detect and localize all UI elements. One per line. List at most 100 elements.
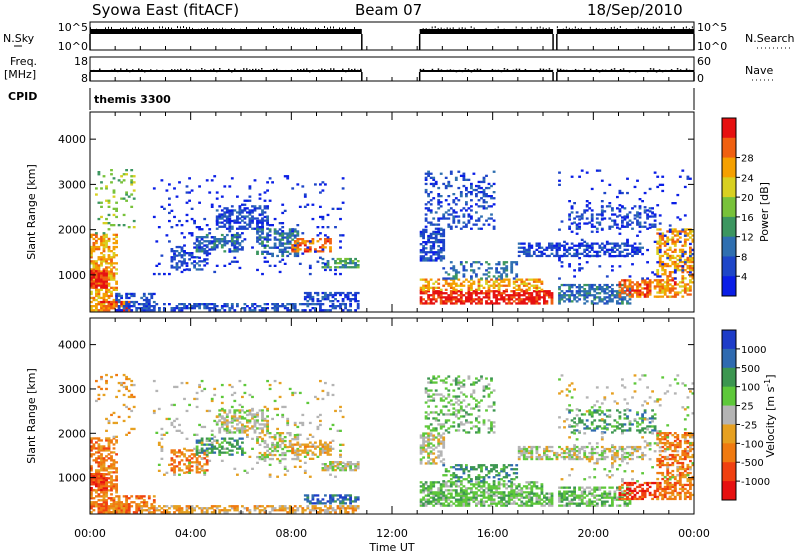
heatmap-cell (264, 507, 267, 509)
heatmap-cell (430, 255, 433, 257)
colorbar-segment (722, 237, 736, 257)
heatmap-cell (115, 479, 118, 481)
heatmap-cell (649, 227, 652, 229)
heatmap-cell (100, 505, 103, 507)
nsky-point (671, 27, 672, 29)
heatmap-cell (664, 271, 667, 273)
heatmap-cell (490, 285, 493, 287)
heatmap-cell (495, 267, 498, 269)
heatmap-cell (183, 303, 186, 305)
heatmap-cell (95, 260, 98, 262)
heatmap-cell (518, 298, 521, 300)
heatmap-cell (596, 296, 599, 298)
heatmap-cell (98, 284, 101, 286)
heatmap-cell (541, 253, 544, 255)
heatmap-cell (478, 267, 481, 269)
heatmap-cell (239, 411, 242, 413)
heatmap-cell (103, 246, 106, 248)
heatmap-cell (629, 253, 632, 255)
heatmap-cell (105, 234, 108, 236)
heatmap-cell (135, 301, 138, 303)
freq-point (549, 68, 551, 70)
heatmap-cell (681, 275, 684, 277)
heatmap-cell (687, 176, 690, 178)
heatmap-cell (538, 247, 541, 249)
heatmap-cell (193, 242, 196, 244)
heatmap-cell (216, 238, 219, 240)
heatmap-cell (578, 253, 581, 255)
heatmap-cell (513, 261, 516, 263)
heatmap-cell (98, 289, 101, 291)
heatmap-cell (269, 228, 272, 230)
heatmap-cell (583, 294, 586, 296)
heatmap-cell (100, 449, 103, 451)
heatmap-cell (98, 511, 101, 513)
freq-point (638, 70, 640, 72)
heatmap-cell (93, 481, 96, 483)
heatmap-cell (631, 263, 634, 265)
heatmap-cell (689, 269, 692, 271)
heatmap-cell (430, 191, 433, 193)
heatmap-cell (616, 224, 619, 226)
freq-point (213, 69, 215, 71)
heatmap-cell (113, 301, 116, 303)
heatmap-cell (478, 285, 481, 287)
heatmap-cell (576, 228, 579, 230)
heatmap-cell (689, 289, 692, 291)
heatmap-cell (103, 483, 106, 485)
heatmap-cell (513, 287, 516, 289)
heatmap-cell (659, 236, 662, 238)
heatmap-cell (536, 255, 539, 257)
nsky-point (174, 30, 175, 32)
heatmap-cell (105, 307, 108, 309)
heatmap-cell (294, 505, 297, 507)
heatmap-cell (115, 299, 118, 301)
heatmap-cell (659, 239, 662, 241)
heatmap-cell (563, 247, 566, 249)
heatmap-cell (233, 505, 236, 507)
heatmap-cell (571, 284, 574, 286)
heatmap-cell (626, 216, 629, 218)
heatmap-cell (105, 222, 108, 224)
heatmap-cell (239, 446, 242, 448)
heatmap-cell (659, 247, 662, 249)
heatmap-cell (598, 292, 601, 294)
heatmap-cell (95, 505, 98, 507)
heatmap-cell (188, 467, 191, 469)
heatmap-cell (425, 241, 428, 243)
heatmap-cell (593, 251, 596, 253)
nsky-point (150, 29, 151, 31)
heatmap-cell (568, 253, 571, 255)
heatmap-cell (105, 382, 108, 384)
heatmap-cell (113, 224, 116, 226)
heatmap-cell (216, 507, 219, 509)
heatmap-cell (231, 261, 234, 263)
heatmap-cell (125, 295, 128, 297)
heatmap-cell (465, 195, 468, 197)
heatmap-cell (422, 292, 425, 294)
heatmap-cell (261, 228, 264, 230)
heatmap-cell (681, 277, 684, 279)
heatmap-cell (236, 444, 239, 446)
heatmap-cell (445, 217, 448, 219)
freq-point (602, 69, 604, 71)
heatmap-cell (435, 231, 438, 233)
heatmap-cell (178, 511, 181, 513)
heatmap-cell (296, 444, 299, 446)
freq-point (159, 70, 161, 72)
heatmap-cell (100, 256, 103, 258)
heatmap-cell (649, 291, 652, 293)
heatmap-cell (603, 292, 606, 294)
heatmap-cell (576, 251, 579, 253)
heatmap-cell (671, 255, 674, 257)
heatmap-cell (211, 246, 214, 248)
heatmap-cell (518, 292, 521, 294)
heatmap-cell (198, 463, 201, 465)
heatmap-cell (437, 224, 440, 226)
heatmap-cell (606, 300, 609, 302)
heatmap-cell (110, 277, 113, 279)
heatmap-cell (115, 495, 118, 497)
heatmap-cell (113, 303, 116, 305)
nsky-point (171, 28, 172, 30)
heatmap-cell (689, 285, 692, 287)
